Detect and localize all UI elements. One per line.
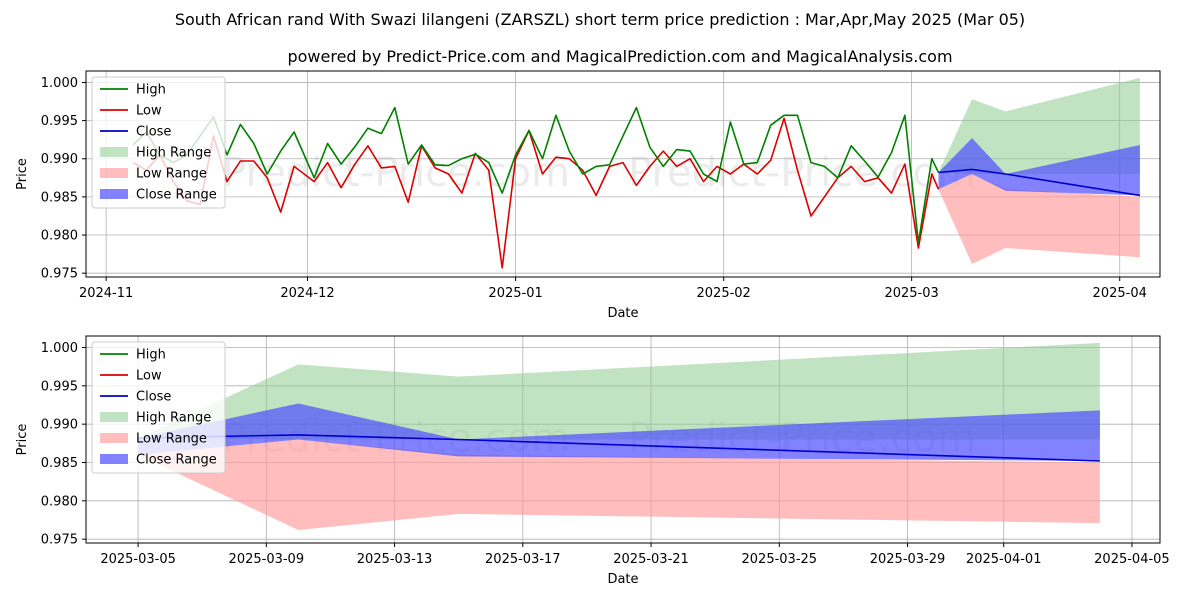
legend-swatch-high-range xyxy=(100,147,128,157)
high-range-band xyxy=(938,77,1140,174)
legend-label: Close Range xyxy=(136,188,217,203)
y-tick-label: 0.980 xyxy=(41,229,78,244)
legend: High Low Close High Range Low Range Close Ran… xyxy=(91,76,226,209)
x-tick-label: 2025-03-13 xyxy=(357,552,433,567)
legend-swatch-low-range xyxy=(100,168,128,178)
y-tick-label: 0.975 xyxy=(41,267,78,282)
x-tick-label: 2025-03-05 xyxy=(100,552,176,567)
close-range-band xyxy=(138,403,1100,461)
legend-swatch-low-range xyxy=(100,433,128,443)
x-tick-label: 2025-03-09 xyxy=(229,552,305,567)
top-history-panel: Predict-Price.com Predict-Price.com 0.975 0… xyxy=(15,70,1161,321)
legend: High Low Close High Range Low Range Close Ran… xyxy=(91,341,226,474)
y-tick-label: 0.975 xyxy=(41,533,78,548)
bottom-forecast-panel: Predict-Price.comPredict-Price.com0.9750… xyxy=(15,335,1170,587)
x-tick-label: 2025-04-05 xyxy=(1094,552,1170,567)
high-series-line xyxy=(132,106,940,244)
y-axis-label: Price xyxy=(15,158,30,190)
legend-label: Low Range xyxy=(136,432,207,447)
close-range-band xyxy=(938,138,1140,196)
legend-label: High xyxy=(136,83,166,98)
legend-label: Close Range xyxy=(136,453,217,468)
legend-label: High Range xyxy=(136,411,211,426)
low-series-line xyxy=(132,117,940,269)
y-axis-label: Price xyxy=(15,424,30,456)
plot-frame xyxy=(85,70,1161,278)
plot-frame xyxy=(85,335,1161,544)
x-tick-label: 2025-03 xyxy=(884,286,938,301)
y-tick-label: 0.995 xyxy=(41,114,78,129)
legend-label: High xyxy=(136,348,166,363)
y-tick-label: 1.000 xyxy=(41,341,78,356)
y-tick-label: 0.985 xyxy=(41,190,78,205)
x-axis-label: Date xyxy=(607,306,638,321)
x-tick-label: 2024-12 xyxy=(280,286,334,301)
x-tick-label: 2025-03-21 xyxy=(613,552,689,567)
x-tick-label: 2025-03-25 xyxy=(742,552,818,567)
legend-label: Low xyxy=(136,369,162,384)
y-tick-label: 0.995 xyxy=(41,379,78,394)
legend-label: High Range xyxy=(136,146,211,161)
chart-title: South African rand With Swazi lilangeni … xyxy=(175,10,1025,29)
legend-label: Close xyxy=(136,125,171,140)
legend-label: Low xyxy=(136,104,162,119)
x-tick-label: 2025-04 xyxy=(1093,286,1147,301)
watermark-text: Predict-Price.com xyxy=(222,150,570,196)
x-tick-label: 2025-01 xyxy=(488,286,542,301)
legend-swatch-close-range xyxy=(100,189,128,199)
chart-subtitle: powered by Predict-Price.com and Magical… xyxy=(287,47,952,66)
legend-label: Low Range xyxy=(136,167,207,182)
legend-label: Close xyxy=(136,390,171,405)
x-tick-label: 2025-03-29 xyxy=(870,552,946,567)
x-tick-label: 2025-03-17 xyxy=(485,552,561,567)
high-range-band xyxy=(138,342,1100,440)
close-series-line xyxy=(938,168,1141,197)
low-range-band xyxy=(938,174,1140,264)
x-tick-label: 2025-04-01 xyxy=(966,552,1042,567)
x-tick-label: 2024-11 xyxy=(79,286,133,301)
watermark-text: Predict-Price.com xyxy=(628,150,976,196)
low-range-band xyxy=(138,439,1100,530)
x-axis-label: Date xyxy=(607,572,638,587)
y-tick-label: 0.980 xyxy=(41,494,78,509)
y-tick-label: 0.990 xyxy=(41,418,78,433)
legend-swatch-high-range xyxy=(100,412,128,422)
x-tick-label: 2025-02 xyxy=(697,286,751,301)
y-tick-label: 0.990 xyxy=(41,152,78,167)
legend-swatch-close-range xyxy=(100,454,128,464)
y-tick-label: 1.000 xyxy=(41,76,78,91)
y-tick-label: 0.985 xyxy=(41,456,78,471)
